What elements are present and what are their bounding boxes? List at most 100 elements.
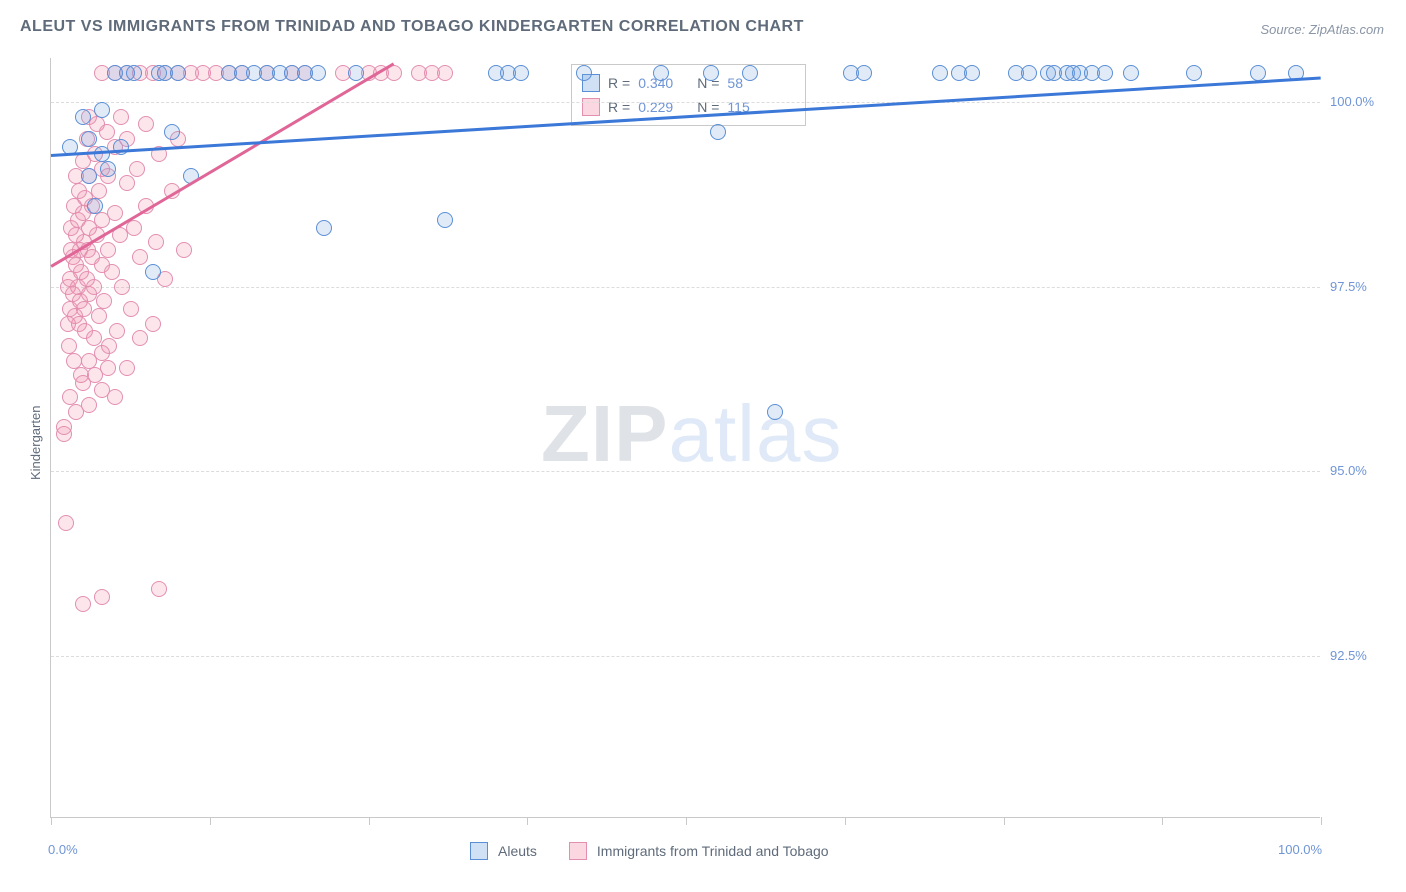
- scatter-point-blue: [513, 65, 529, 81]
- scatter-point-pink: [104, 264, 120, 280]
- x-tick: [1004, 817, 1005, 825]
- scatter-point-pink: [113, 109, 129, 125]
- scatter-point-blue: [964, 65, 980, 81]
- scatter-point-blue: [145, 264, 161, 280]
- r-label: R =: [608, 75, 630, 91]
- scatter-point-pink: [114, 279, 130, 295]
- watermark-zip: ZIP: [541, 389, 668, 478]
- series-label: Immigrants from Trinidad and Tobago: [597, 843, 829, 859]
- watermark: ZIPatlas: [541, 388, 842, 480]
- gridline: [51, 471, 1320, 472]
- scatter-point-pink: [107, 389, 123, 405]
- swatch-pink: [569, 842, 587, 860]
- scatter-point-blue: [742, 65, 758, 81]
- scatter-point-pink: [119, 360, 135, 376]
- chart-title: ALEUT VS IMMIGRANTS FROM TRINIDAD AND TO…: [20, 18, 804, 36]
- scatter-point-pink: [61, 338, 77, 354]
- scatter-point-pink: [86, 330, 102, 346]
- scatter-point-blue: [164, 124, 180, 140]
- scatter-point-blue: [576, 65, 592, 81]
- scatter-point-blue: [316, 220, 332, 236]
- scatter-point-blue: [1123, 65, 1139, 81]
- y-tick-label: 97.5%: [1330, 279, 1367, 294]
- scatter-point-pink: [145, 316, 161, 332]
- scatter-point-blue: [126, 65, 142, 81]
- y-tick-label: 100.0%: [1330, 94, 1374, 109]
- watermark-atlas: atlas: [668, 389, 842, 478]
- scatter-point-pink: [101, 338, 117, 354]
- scatter-point-pink: [91, 183, 107, 199]
- gridline: [51, 287, 1320, 288]
- scatter-point-blue: [1186, 65, 1202, 81]
- series-label: Aleuts: [498, 843, 537, 859]
- x-tick: [1162, 817, 1163, 825]
- scatter-point-pink: [76, 301, 92, 317]
- scatter-point-pink: [62, 389, 78, 405]
- n-value: 58: [727, 75, 743, 91]
- y-tick-label: 92.5%: [1330, 648, 1367, 663]
- scatter-point-blue: [348, 65, 364, 81]
- scatter-point-pink: [75, 596, 91, 612]
- scatter-point-pink: [66, 353, 82, 369]
- scatter-point-pink: [100, 242, 116, 258]
- scatter-point-pink: [100, 360, 116, 376]
- scatter-point-blue: [94, 102, 110, 118]
- scatter-point-blue: [100, 161, 116, 177]
- x-tick: [1321, 817, 1322, 825]
- swatch-blue: [470, 842, 488, 860]
- y-axis-title: Kindergarten: [28, 406, 43, 480]
- source-label: Source: ZipAtlas.com: [1260, 22, 1384, 37]
- scatter-point-blue: [856, 65, 872, 81]
- stats-legend-row: R = 0.340 N = 58: [582, 71, 795, 95]
- x-tick: [527, 817, 528, 825]
- scatter-point-blue: [81, 168, 97, 184]
- y-tick-label: 95.0%: [1330, 463, 1367, 478]
- scatter-point-blue: [710, 124, 726, 140]
- scatter-point-blue: [1250, 65, 1266, 81]
- scatter-point-blue: [703, 65, 719, 81]
- scatter-point-blue: [81, 131, 97, 147]
- scatter-point-pink: [56, 419, 72, 435]
- scatter-point-blue: [94, 146, 110, 162]
- scatter-point-pink: [99, 124, 115, 140]
- scatter-point-blue: [437, 212, 453, 228]
- x-tick: [686, 817, 687, 825]
- scatter-point-pink: [132, 330, 148, 346]
- scatter-point-pink: [81, 397, 97, 413]
- gridline: [51, 102, 1320, 103]
- scatter-point-blue: [310, 65, 326, 81]
- scatter-point-blue: [170, 65, 186, 81]
- series-legend: Aleuts Immigrants from Trinidad and Toba…: [470, 842, 829, 860]
- scatter-point-blue: [1021, 65, 1037, 81]
- scatter-point-pink: [437, 65, 453, 81]
- scatter-point-blue: [75, 109, 91, 125]
- scatter-point-pink: [123, 301, 139, 317]
- x-axis-min-label: 0.0%: [48, 842, 78, 857]
- scatter-point-pink: [176, 242, 192, 258]
- scatter-point-pink: [138, 116, 154, 132]
- x-tick: [845, 817, 846, 825]
- scatter-point-pink: [91, 308, 107, 324]
- scatter-point-pink: [151, 581, 167, 597]
- scatter-point-blue: [932, 65, 948, 81]
- x-tick: [51, 817, 52, 825]
- scatter-point-blue: [653, 65, 669, 81]
- scatter-point-pink: [119, 175, 135, 191]
- scatter-point-pink: [86, 279, 102, 295]
- swatch-pink: [582, 98, 600, 116]
- scatter-point-blue: [1097, 65, 1113, 81]
- scatter-point-pink: [58, 515, 74, 531]
- scatter-point-pink: [148, 234, 164, 250]
- scatter-point-pink: [109, 323, 125, 339]
- scatter-point-pink: [94, 589, 110, 605]
- scatter-point-pink: [96, 293, 112, 309]
- scatter-point-pink: [129, 161, 145, 177]
- x-tick: [210, 817, 211, 825]
- plot-area: ZIPatlas R = 0.340 N = 58 R = 0.229 N = …: [50, 58, 1320, 818]
- x-axis-max-label: 100.0%: [1278, 842, 1322, 857]
- x-tick: [369, 817, 370, 825]
- scatter-point-blue: [767, 404, 783, 420]
- scatter-point-blue: [87, 198, 103, 214]
- scatter-point-pink: [132, 249, 148, 265]
- gridline: [51, 656, 1320, 657]
